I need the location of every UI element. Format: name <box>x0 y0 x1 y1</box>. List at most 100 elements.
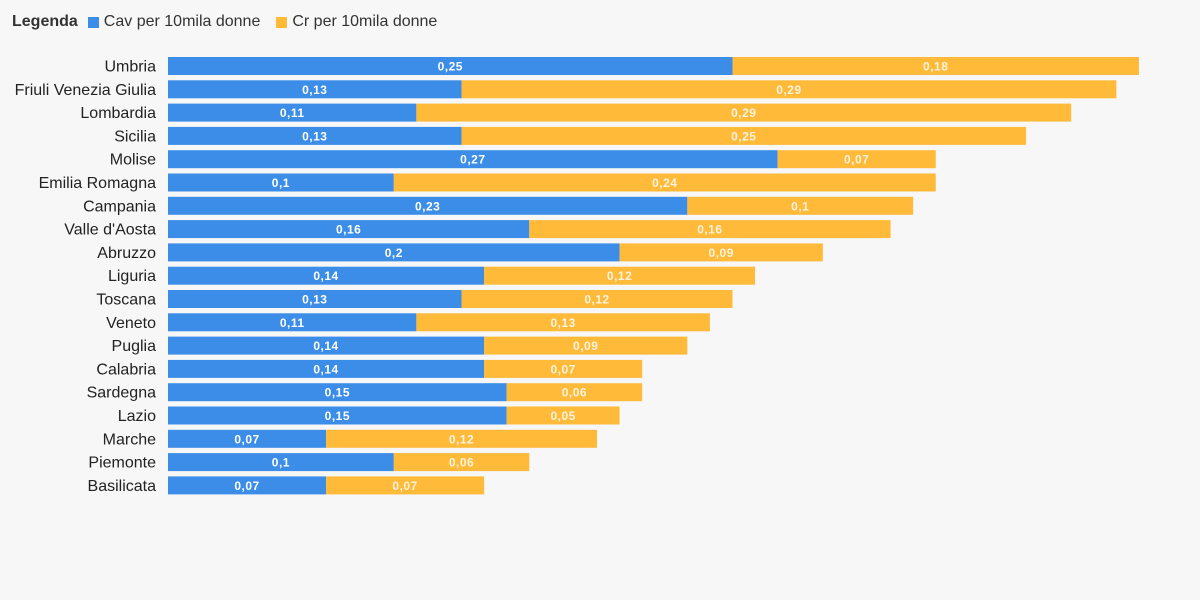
bar-cr-emilia-romagna[interactable] <box>393 173 936 192</box>
bar-cr-sicilia[interactable] <box>461 126 1027 145</box>
value-label-cr-sardegna: 0,06 <box>562 386 587 400</box>
bar-cr-abruzzo[interactable] <box>619 243 823 262</box>
bar-cr-liguria[interactable] <box>484 266 756 285</box>
bar-cav-liguria[interactable] <box>168 266 485 285</box>
bar-cav-emilia-romagna[interactable] <box>168 173 394 192</box>
value-label-cav-puglia: 0,14 <box>313 339 338 353</box>
value-label-cav-veneto: 0,11 <box>280 316 305 330</box>
value-label-cav-campania: 0,23 <box>415 199 440 213</box>
value-label-cr-umbria: 0,18 <box>923 60 948 74</box>
bar-cav-lombardia[interactable] <box>168 103 417 122</box>
value-label-cav-calabria: 0,14 <box>313 362 338 376</box>
category-label-campania: Campania <box>83 198 156 215</box>
legend-label-cav: Cav per 10mila donne <box>103 13 261 30</box>
value-label-cav-molise: 0,27 <box>460 153 485 167</box>
bar-cav-marche[interactable] <box>168 429 327 448</box>
bar-cr-friuli-venezia-giulia[interactable] <box>461 80 1117 99</box>
legend-title: Legenda <box>12 13 78 30</box>
category-label-lazio: Lazio <box>118 408 156 425</box>
category-label-basilicata: Basilicata <box>88 478 157 495</box>
value-label-cav-sicilia: 0,13 <box>302 129 327 143</box>
category-label-molise: Molise <box>110 152 156 169</box>
value-label-cav-liguria: 0,14 <box>313 269 338 283</box>
value-label-cr-valle-d-aosta: 0,16 <box>697 223 722 237</box>
bar-cr-sardegna[interactable] <box>506 383 643 402</box>
bar-cr-basilicata[interactable] <box>326 476 485 495</box>
category-label-lombardia: Lombardia <box>80 105 156 122</box>
value-label-cav-abruzzo: 0,2 <box>385 246 403 260</box>
category-label-umbria: Umbria <box>104 59 156 76</box>
bar-cav-sicilia[interactable] <box>168 126 462 145</box>
bar-cav-puglia[interactable] <box>168 336 485 355</box>
bar-cr-veneto[interactable] <box>416 313 710 332</box>
category-label-veneto: Veneto <box>106 315 156 332</box>
value-label-cr-liguria: 0,12 <box>607 269 632 283</box>
bar-cav-molise[interactable] <box>168 150 778 169</box>
legend-label-cr: Cr per 10mila donne <box>292 13 438 30</box>
bar-cr-lombardia[interactable] <box>416 103 1072 122</box>
bar-cav-campania[interactable] <box>168 196 688 215</box>
legend-item-cr[interactable]: Cr per 10mila donne <box>276 13 437 31</box>
value-label-cav-marche: 0,07 <box>234 432 259 446</box>
bar-cr-puglia[interactable] <box>484 336 688 355</box>
legend-swatch-cr <box>276 16 288 28</box>
category-label-emilia-romagna: Emilia Romagna <box>39 175 156 192</box>
value-label-cav-lazio: 0,15 <box>325 409 350 423</box>
category-label-calabria: Calabria <box>96 361 156 378</box>
bar-cav-friuli-venezia-giulia[interactable] <box>168 80 462 99</box>
bar-cr-calabria[interactable] <box>484 359 643 378</box>
bar-cr-valle-d-aosta[interactable] <box>529 220 891 239</box>
bar-cr-campania[interactable] <box>687 196 914 215</box>
value-label-cr-marche: 0,12 <box>449 432 474 446</box>
bar-cav-toscana[interactable] <box>168 290 462 308</box>
legend-swatch-cav <box>87 16 99 28</box>
category-label-sicilia: Sicilia <box>114 128 156 145</box>
value-label-cr-friuli-venezia-giulia: 0,29 <box>776 83 801 97</box>
value-label-cr-campania: 0,1 <box>791 199 809 213</box>
value-label-cr-lombardia: 0,29 <box>731 106 756 120</box>
value-label-cr-abruzzo: 0,09 <box>709 246 734 260</box>
bar-cav-veneto[interactable] <box>168 313 417 332</box>
value-label-cr-molise: 0,07 <box>844 153 869 167</box>
legend: Legenda Cav per 10mila donne Cr per 10mi… <box>12 13 453 31</box>
value-label-cav-basilicata: 0,07 <box>234 479 259 493</box>
value-label-cav-emilia-romagna: 0,1 <box>272 176 290 190</box>
bar-cav-valle-d-aosta[interactable] <box>168 220 530 239</box>
bar-cr-molise[interactable] <box>777 150 936 169</box>
value-label-cav-lombardia: 0,11 <box>280 106 305 120</box>
bar-cr-umbria[interactable] <box>732 57 1139 75</box>
value-label-cr-calabria: 0,07 <box>550 362 575 376</box>
category-label-toscana: Toscana <box>96 292 156 309</box>
bar-cr-marche[interactable] <box>326 429 598 448</box>
value-label-cr-sicilia: 0,25 <box>731 129 756 143</box>
value-label-cav-toscana: 0,13 <box>302 293 327 307</box>
bar-cav-umbria[interactable] <box>168 57 733 75</box>
value-label-cr-puglia: 0,09 <box>573 339 598 353</box>
category-label-valle-d-aosta: Valle d'Aosta <box>64 222 156 239</box>
bar-cav-basilicata[interactable] <box>168 476 327 495</box>
category-label-abruzzo: Abruzzo <box>97 245 156 262</box>
category-label-marche: Marche <box>103 431 156 448</box>
value-label-cav-piemonte: 0,1 <box>272 456 290 470</box>
value-label-cr-toscana: 0,12 <box>584 293 609 307</box>
value-label-cr-basilicata: 0,07 <box>392 479 417 493</box>
bar-cav-sardegna[interactable] <box>168 383 507 402</box>
category-label-piemonte: Piemonte <box>88 455 156 472</box>
value-label-cav-friuli-venezia-giulia: 0,13 <box>302 83 327 97</box>
category-label-sardegna: Sardegna <box>87 385 156 402</box>
bar-cr-toscana[interactable] <box>461 290 733 308</box>
value-label-cr-piemonte: 0,06 <box>449 456 474 470</box>
bar-cav-piemonte[interactable] <box>168 453 394 472</box>
category-label-friuli-venezia-giulia: Friuli Venezia Giulia <box>15 82 157 99</box>
value-label-cr-emilia-romagna: 0,24 <box>652 176 677 190</box>
category-label-liguria: Liguria <box>108 268 156 285</box>
value-label-cr-lazio: 0,05 <box>550 409 575 423</box>
bar-cav-lazio[interactable] <box>168 406 507 425</box>
legend-item-cav[interactable]: Cav per 10mila donne <box>87 13 261 31</box>
bar-cr-lazio[interactable] <box>506 406 620 425</box>
bar-cr-piemonte[interactable] <box>393 453 530 472</box>
bar-cav-abruzzo[interactable] <box>168 243 620 262</box>
value-label-cav-valle-d-aosta: 0,16 <box>336 223 361 237</box>
bar-cav-calabria[interactable] <box>168 359 485 378</box>
